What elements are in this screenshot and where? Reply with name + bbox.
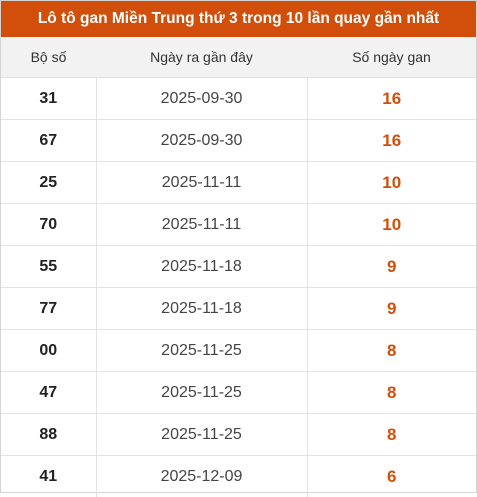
last-date: 2025-11-11 xyxy=(96,162,307,204)
lotto-number: 00 xyxy=(1,330,96,372)
last-date: 2025-11-25 xyxy=(96,372,307,414)
lotto-number: 88 xyxy=(1,414,96,456)
days-gan: 16 xyxy=(307,120,476,162)
last-date: 2025-11-11 xyxy=(96,204,307,246)
last-date: 2025-11-25 xyxy=(96,330,307,372)
table-row: 77 2025-11-18 9 xyxy=(1,288,476,330)
table-row: 88 2025-11-25 8 xyxy=(1,414,476,456)
days-gan: 8 xyxy=(307,330,476,372)
days-gan: 9 xyxy=(307,288,476,330)
lotto-number: 67 xyxy=(1,120,96,162)
last-date: 2025-11-25 xyxy=(96,414,307,456)
header-bo-so: Bộ số xyxy=(1,37,96,78)
table-row: 31 2025-09-30 16 xyxy=(1,78,476,120)
lotto-number: 47 xyxy=(1,372,96,414)
last-date: 2025-11-18 xyxy=(96,246,307,288)
table-row: 70 2025-11-11 10 xyxy=(1,204,476,246)
lotto-number: 77 xyxy=(1,288,96,330)
panel-title: Lô tô gan Miền Trung thứ 3 trong 10 lần … xyxy=(1,1,476,37)
days-gan: 10 xyxy=(307,204,476,246)
days-gan: 10 xyxy=(307,162,476,204)
table-row: 00 2025-11-25 8 xyxy=(1,330,476,372)
table-row: 25 2025-11-11 10 xyxy=(1,162,476,204)
table-row: 41 2025-12-09 6 xyxy=(1,456,476,497)
header-ngay-ra: Ngày ra gần đây xyxy=(96,37,307,78)
last-date: 2025-09-30 xyxy=(96,78,307,120)
table-header-row: Bộ số Ngày ra gần đây Số ngày gan xyxy=(1,37,476,78)
last-date: 2025-12-09 xyxy=(96,456,307,497)
last-date: 2025-09-30 xyxy=(96,120,307,162)
table-row: 47 2025-11-25 8 xyxy=(1,372,476,414)
lotto-number: 70 xyxy=(1,204,96,246)
days-gan: 6 xyxy=(307,456,476,497)
lo-gan-table: Bộ số Ngày ra gần đây Số ngày gan 31 202… xyxy=(1,37,476,497)
days-gan: 8 xyxy=(307,372,476,414)
lotto-number: 41 xyxy=(1,456,96,497)
lotto-number: 31 xyxy=(1,78,96,120)
table-row: 67 2025-09-30 16 xyxy=(1,120,476,162)
days-gan: 8 xyxy=(307,414,476,456)
lotto-number: 25 xyxy=(1,162,96,204)
last-date: 2025-11-18 xyxy=(96,288,307,330)
header-so-ngay-gan: Số ngày gan xyxy=(307,37,476,78)
days-gan: 9 xyxy=(307,246,476,288)
lotto-number: 55 xyxy=(1,246,96,288)
days-gan: 16 xyxy=(307,78,476,120)
table-row: 55 2025-11-18 9 xyxy=(1,246,476,288)
